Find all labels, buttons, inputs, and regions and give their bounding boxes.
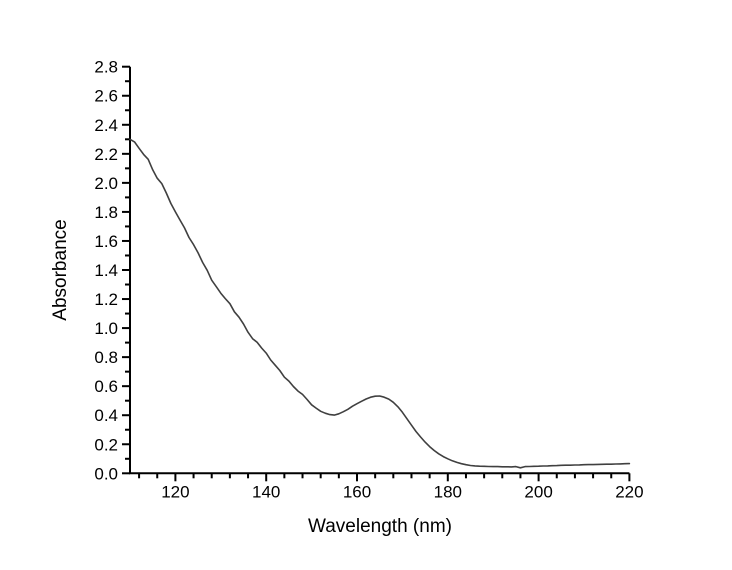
tick-labels: 120 140 160 180 200 220 0.0 0.2 0.4 0.6 0.8 1.0 1.2 1…	[94, 58, 643, 502]
y-tick-label: 0.8	[94, 348, 118, 367]
x-tick-label: 220	[615, 482, 643, 501]
y-tick-label: 1.8	[94, 203, 118, 222]
axis-spine	[129, 66, 630, 475]
y-tick-label: 1.6	[94, 232, 118, 251]
x-tick-label: 200	[524, 482, 552, 501]
x-axis-title: Wavelength (nm)	[308, 516, 452, 537]
axes	[129, 66, 630, 475]
y-tick-label: 1.2	[94, 290, 118, 309]
y-tick-label: 2.6	[94, 87, 118, 106]
y-tick-label: 1.4	[94, 261, 118, 280]
y-tick-label: 0.4	[94, 406, 118, 425]
y-tick-label: 2.4	[94, 116, 118, 135]
data-series	[129, 138, 631, 469]
y-tick-label: 0.2	[94, 435, 118, 454]
y-tick-label: 2.2	[94, 145, 118, 164]
y-tick-label: 2.8	[94, 58, 118, 77]
y-tick-label: 0.6	[94, 377, 118, 396]
y-tick-label: 2.0	[94, 174, 118, 193]
series-line-absorbance-spectrum	[129, 138, 631, 469]
x-tick-label: 160	[343, 482, 371, 501]
x-tick-label: 180	[434, 482, 462, 501]
y-tick-label: 0.0	[94, 464, 118, 483]
y-tick-label: 1.0	[94, 319, 118, 338]
x-tick-label: 120	[161, 482, 189, 501]
y-axis-title: Absorbance	[50, 219, 71, 320]
x-tick-label: 140	[252, 482, 280, 501]
tick-marks	[122, 65, 631, 482]
